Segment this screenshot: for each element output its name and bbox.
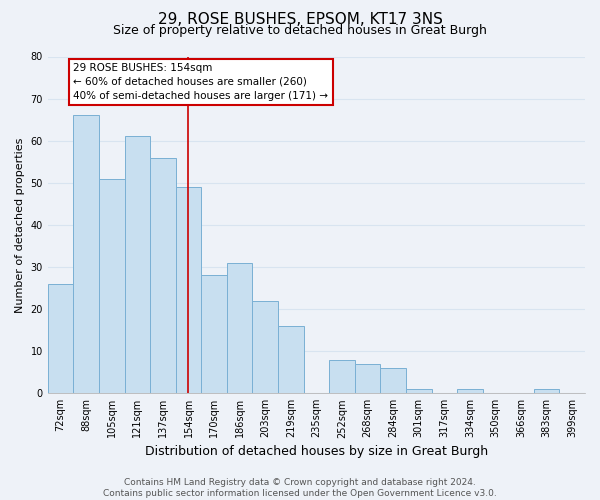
- Bar: [125, 136, 150, 393]
- Bar: [176, 187, 201, 393]
- Bar: [329, 360, 355, 393]
- Text: 29, ROSE BUSHES, EPSOM, KT17 3NS: 29, ROSE BUSHES, EPSOM, KT17 3NS: [158, 12, 442, 28]
- Bar: [380, 368, 406, 393]
- Bar: [534, 389, 559, 393]
- Bar: [253, 300, 278, 393]
- Bar: [355, 364, 380, 393]
- Text: Contains HM Land Registry data © Crown copyright and database right 2024.
Contai: Contains HM Land Registry data © Crown c…: [103, 478, 497, 498]
- Y-axis label: Number of detached properties: Number of detached properties: [15, 137, 25, 312]
- Bar: [201, 276, 227, 393]
- Bar: [278, 326, 304, 393]
- Text: Size of property relative to detached houses in Great Burgh: Size of property relative to detached ho…: [113, 24, 487, 37]
- Bar: [457, 389, 482, 393]
- Bar: [227, 262, 253, 393]
- Bar: [406, 389, 431, 393]
- Bar: [48, 284, 73, 393]
- Text: 29 ROSE BUSHES: 154sqm
← 60% of detached houses are smaller (260)
40% of semi-de: 29 ROSE BUSHES: 154sqm ← 60% of detached…: [73, 63, 328, 101]
- Bar: [73, 116, 99, 393]
- Bar: [99, 178, 125, 393]
- Bar: [150, 158, 176, 393]
- X-axis label: Distribution of detached houses by size in Great Burgh: Distribution of detached houses by size …: [145, 444, 488, 458]
